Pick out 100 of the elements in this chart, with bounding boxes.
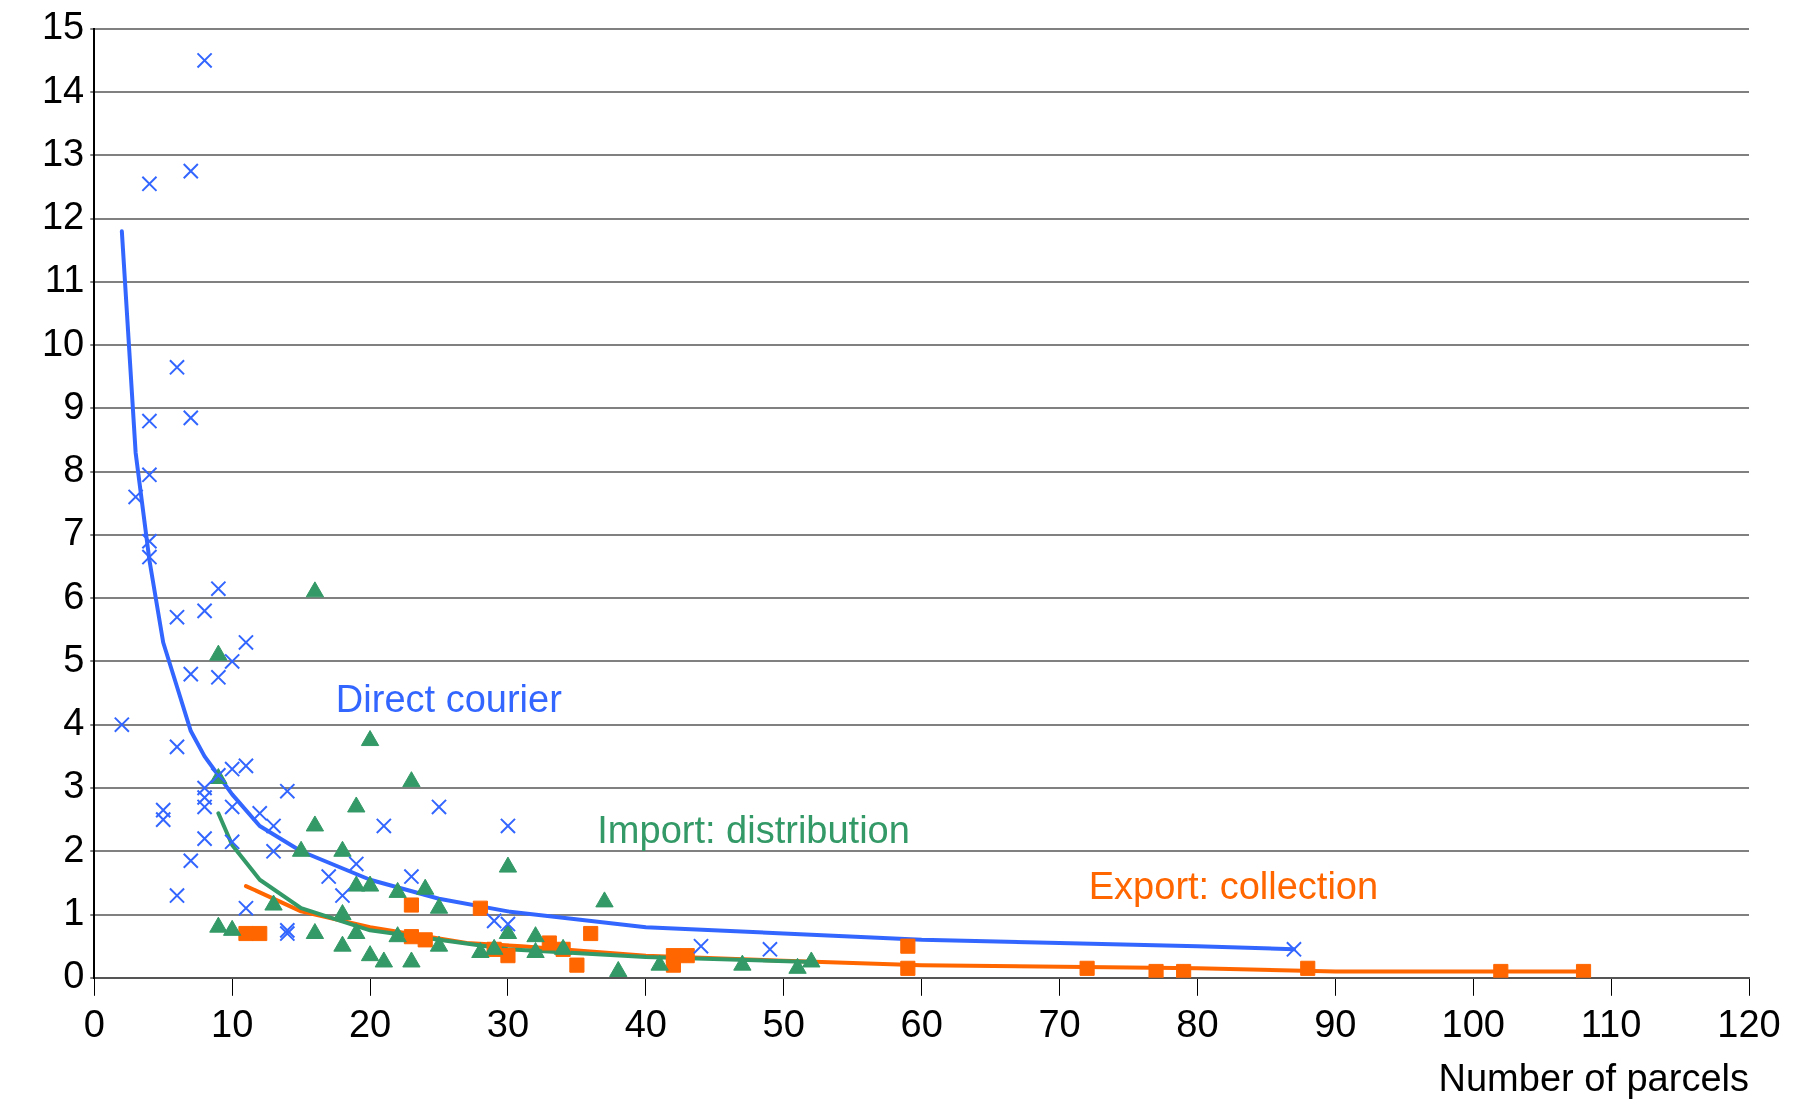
y-tick-label: 4 (63, 701, 85, 744)
point (1300, 960, 1316, 976)
point (320, 868, 337, 885)
y-tick-label: 1 (63, 891, 85, 934)
point (430, 798, 448, 816)
point (141, 175, 158, 192)
point (498, 923, 518, 940)
point (360, 945, 380, 962)
point (486, 912, 503, 929)
point (168, 359, 186, 376)
y-tick-label: 5 (63, 637, 85, 680)
x-tick-label: 120 (1717, 1003, 1781, 1046)
point (1285, 941, 1303, 958)
point (541, 935, 557, 951)
point (388, 926, 407, 943)
y-tick-label: 15 (41, 5, 85, 48)
point (182, 666, 199, 683)
x-axis-title: Number of parcels (1438, 1056, 1749, 1099)
point (665, 957, 681, 973)
y-tick-label: 11 (44, 258, 85, 301)
point (500, 948, 516, 964)
point (224, 833, 241, 850)
y-tick-label: 8 (63, 448, 85, 491)
point (252, 925, 268, 942)
x-tick-label: 70 (1038, 1003, 1081, 1046)
point (334, 887, 351, 904)
point (583, 925, 599, 942)
y-tick-label: 7 (63, 511, 85, 554)
point (224, 760, 241, 778)
x-tick-label: 30 (486, 1003, 530, 1046)
x-tick-label: 20 (348, 1003, 392, 1046)
point (196, 830, 213, 847)
x-tick-label: 110 (1580, 1003, 1642, 1046)
point (472, 900, 488, 916)
point (168, 887, 186, 904)
point (155, 811, 172, 828)
point (141, 412, 158, 430)
x-tick-label: 10 (211, 1003, 254, 1046)
point (265, 817, 282, 835)
point (196, 789, 213, 806)
point (224, 653, 241, 670)
point (402, 771, 421, 788)
point (1079, 960, 1095, 976)
point (569, 957, 585, 973)
y-tick-label: 13 (41, 131, 85, 174)
point (360, 730, 380, 747)
point (403, 897, 419, 913)
x-tick-label: 50 (762, 1003, 805, 1046)
point (210, 669, 227, 686)
point (224, 798, 241, 816)
point (237, 900, 255, 917)
point (113, 716, 130, 733)
y-tick-label: 2 (63, 827, 85, 870)
point (348, 855, 365, 872)
y-tick-label: 6 (63, 574, 85, 617)
point (900, 960, 916, 976)
point (1176, 963, 1192, 978)
point (251, 805, 268, 822)
point (417, 932, 433, 948)
point (692, 938, 710, 955)
text: Direct courier (335, 678, 563, 721)
point (499, 915, 517, 933)
point (237, 634, 255, 651)
x-tick-label: 80 (1176, 1003, 1219, 1046)
point (1493, 963, 1509, 978)
point (499, 817, 517, 835)
point (403, 868, 420, 885)
y-tick-label: 14 (41, 68, 85, 111)
y-tick-label: 10 (41, 321, 85, 364)
x-tick-label: 90 (1314, 1003, 1357, 1046)
y-tick-label: 9 (63, 384, 85, 427)
point (333, 904, 352, 921)
point (265, 843, 282, 860)
point (237, 757, 255, 774)
point (196, 798, 213, 816)
point (182, 409, 199, 426)
x-tick-label: 60 (900, 1003, 943, 1046)
point (196, 779, 213, 797)
point (679, 948, 695, 964)
point (305, 923, 325, 940)
y-tick-label: 0 (63, 954, 85, 997)
point (196, 52, 213, 69)
x-tick-label: 40 (624, 1003, 667, 1046)
point (168, 609, 186, 626)
y-tick-label: 12 (41, 195, 85, 238)
point (347, 923, 366, 940)
point (196, 602, 213, 619)
point (279, 783, 296, 800)
point (526, 926, 545, 943)
series-label: Export: collection (1088, 865, 1379, 908)
y-tick-label: 3 (63, 764, 85, 807)
point (182, 163, 199, 180)
point (761, 941, 779, 958)
point (900, 938, 916, 954)
point (168, 738, 186, 755)
series-label: Import: distribution (597, 809, 910, 852)
point (141, 466, 158, 483)
point (155, 802, 172, 819)
x-tick-label: 100 (1441, 1003, 1505, 1046)
point (182, 852, 199, 869)
